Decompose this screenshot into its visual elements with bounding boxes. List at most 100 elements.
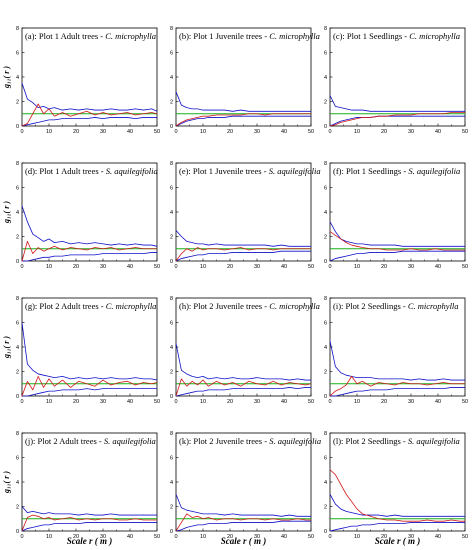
y-tick-label: 8 — [324, 296, 327, 302]
series-line-observed — [329, 469, 465, 522]
x-tick-label: 20 — [227, 129, 233, 135]
chart-panel: (j): Plot 2 Adult trees - S. aquilegifol… — [2, 431, 160, 540]
y-tick-label: 4 — [170, 345, 173, 351]
y-tick-label: 4 — [170, 210, 173, 216]
y-tick-label: 8 — [170, 26, 173, 32]
y-tick-label: 8 — [170, 431, 173, 437]
x-tick-label: 40 — [127, 534, 133, 540]
y-tick-label: 4 — [324, 480, 327, 486]
series-line-lower-envelope — [329, 522, 465, 532]
chart-panel: (b): Plot 1 Juvenile trees - C. microphy… — [170, 26, 320, 135]
x-tick-label: 10 — [200, 534, 206, 540]
panel-title-prefix: (c): Plot 1 Seedlings - — [333, 31, 409, 41]
x-tick-label: 20 — [73, 129, 79, 135]
panel-title-species: C. microphylla — [408, 301, 459, 311]
x-tick-label: 40 — [281, 534, 287, 540]
panel-title-prefix: (j): Plot 2 Adult trees - — [25, 436, 104, 446]
x-tick-label: 40 — [281, 399, 287, 405]
panel-title-species: S. aquilegifolia — [106, 166, 158, 176]
panel-title-species: C. microphylla — [269, 301, 320, 311]
y-tick-label: 6 — [324, 456, 327, 462]
x-tick-label: 50 — [308, 534, 314, 540]
y-tick-label: 2 — [16, 235, 19, 241]
x-tick-label: 50 — [154, 534, 160, 540]
y-axis-label: g₁₁( r ) — [2, 471, 11, 494]
y-tick-label: 0 — [16, 529, 19, 535]
plot-frame — [21, 432, 158, 532]
series-line-lower-envelope — [329, 115, 465, 127]
y-tick-label: 2 — [16, 370, 19, 376]
panel-title-prefix: (i): Plot 2 Seedlings - — [333, 301, 408, 311]
y-tick-label: 4 — [16, 210, 19, 216]
panel-title-prefix: (g): Plot 2 Adult trees - — [25, 301, 106, 311]
y-tick-label: 2 — [170, 235, 173, 241]
y-tick-label: 6 — [324, 186, 327, 192]
panel-title-prefix: (l): Plot 2 Seedlings - — [333, 436, 408, 446]
x-tick-label: 50 — [308, 129, 314, 135]
x-tick-label: 20 — [73, 534, 79, 540]
x-tick-label: 0 — [20, 399, 23, 405]
series-line-observed — [329, 231, 465, 251]
panel-title-prefix: (a): Plot 1 Adult trees - — [25, 31, 105, 41]
x-tick-label: 30 — [408, 399, 414, 405]
y-tick-label: 2 — [324, 370, 327, 376]
y-tick-label: 8 — [16, 431, 19, 437]
series-line-upper-envelope — [329, 494, 465, 517]
x-tick-label: 50 — [462, 129, 468, 135]
x-tick-label: 50 — [308, 264, 314, 270]
x-tick-label: 20 — [227, 399, 233, 405]
y-tick-label: 8 — [16, 26, 19, 32]
y-tick-label: 0 — [16, 259, 19, 265]
x-tick-label: 50 — [154, 264, 160, 270]
panel-title: (f): Plot 1 Seedlings - S. aquilegifolia — [333, 166, 460, 176]
x-tick-label: 30 — [100, 534, 106, 540]
series-line-lower-envelope — [175, 520, 311, 532]
x-tick-label: 20 — [73, 399, 79, 405]
panel-title: (g): Plot 2 Adult trees - C. microphylla — [25, 301, 156, 311]
y-tick-label: 6 — [170, 456, 173, 462]
series-line-upper-envelope — [21, 322, 158, 381]
x-tick-label: 20 — [73, 264, 79, 270]
x-tick-label: 0 — [328, 534, 331, 540]
x-tick-label: 20 — [381, 264, 387, 270]
series-line-observed — [175, 247, 311, 262]
x-tick-label: 0 — [328, 399, 331, 405]
series-line-observed — [21, 514, 157, 532]
x-tick-label: 10 — [200, 129, 206, 135]
x-tick-label: 30 — [254, 129, 260, 135]
chart-panel: (h): Plot 2 Juvenile trees - C. microphy… — [170, 296, 320, 405]
x-tick-label: 40 — [127, 129, 133, 135]
series-line-upper-envelope — [329, 221, 465, 247]
y-tick-label: 8 — [324, 161, 327, 167]
series-line-lower-envelope — [330, 387, 465, 397]
y-tick-label: 6 — [170, 321, 173, 327]
x-tick-label: 50 — [154, 129, 160, 135]
y-tick-label: 4 — [16, 345, 19, 351]
x-axis-label: Scale r ( m ) — [67, 536, 113, 546]
series-line-lower-envelope — [175, 250, 311, 262]
series-line-upper-envelope — [175, 91, 311, 112]
series-line-upper-envelope — [329, 95, 465, 112]
y-tick-label: 4 — [16, 480, 19, 486]
x-tick-label: 30 — [100, 129, 106, 135]
x-tick-label: 40 — [435, 264, 441, 270]
panel-title-prefix: (f): Plot 1 Seedlings - — [333, 166, 408, 176]
x-tick-label: 40 — [281, 264, 287, 270]
plot-frame — [175, 297, 312, 397]
panel-title-species: C. microphylla — [105, 31, 156, 41]
y-tick-label: 2 — [170, 505, 173, 511]
y-tick-label: 2 — [16, 505, 19, 511]
y-tick-label: 6 — [170, 186, 173, 192]
y-tick-label: 2 — [16, 100, 19, 106]
series-line-lower-envelope — [22, 252, 157, 262]
series-line-observed — [329, 112, 465, 127]
y-tick-label: 0 — [324, 124, 327, 130]
y-tick-label: 2 — [324, 235, 327, 241]
chart-panel: (i): Plot 2 Seedlings - C. microphylla 0 1… — [324, 296, 468, 405]
y-tick-label: 0 — [170, 529, 173, 535]
y-tick-label: 4 — [16, 75, 19, 81]
series-line-upper-envelope — [175, 230, 311, 247]
y-tick-label: 0 — [170, 394, 173, 400]
series-line-lower-envelope — [21, 117, 157, 127]
